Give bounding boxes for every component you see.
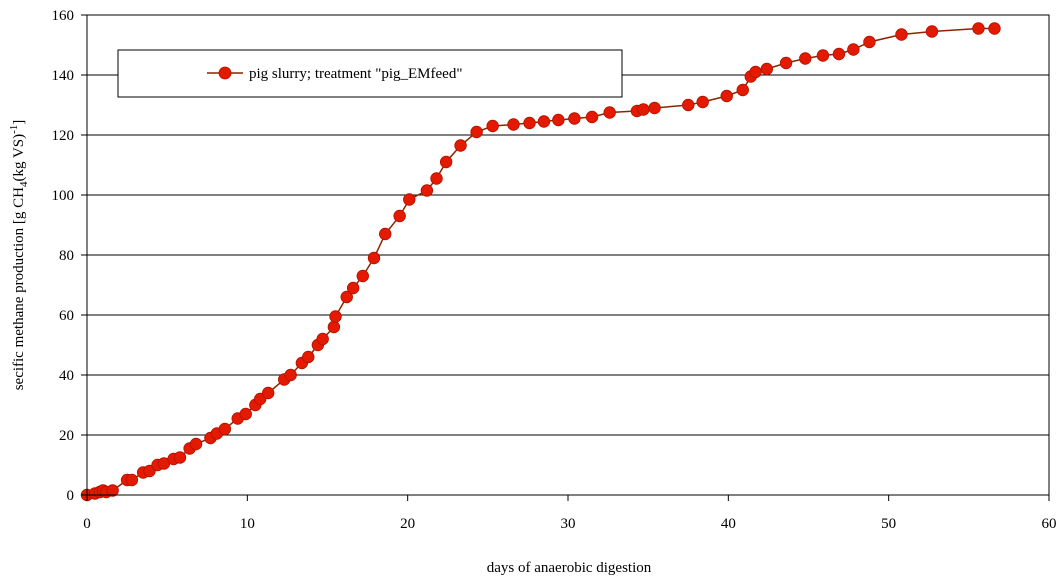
legend-label: pig slurry; treatment "pig_EMfeed" [249, 66, 462, 82]
axes [81, 14, 1050, 501]
y-axis-title-end: ] [11, 120, 27, 125]
data-point [261, 386, 275, 400]
x-tick-label: 50 [881, 516, 896, 532]
data-point [284, 368, 297, 382]
y-tick-label: 120 [52, 128, 75, 144]
data-point [760, 62, 774, 76]
legend: pig slurry; treatment "pig_EMfeed" [117, 49, 623, 98]
y-tick-label: 0 [67, 488, 75, 504]
data-point [832, 47, 846, 61]
data-point [507, 118, 520, 131]
y-axis-title-unit: (kg VS) [11, 134, 27, 182]
data-point [367, 251, 381, 265]
data-point [749, 65, 762, 79]
data-point [682, 98, 695, 112]
y-axis-title-subscript: 4 [18, 181, 30, 187]
x-axis-title: days of anaerobic digestion [487, 560, 652, 576]
y-tick-label: 80 [59, 248, 74, 264]
y-axis-title-superscript: -1 [8, 125, 20, 134]
data-point [696, 95, 709, 109]
x-tick-label: 40 [721, 516, 736, 532]
data-point [603, 106, 616, 119]
data-point [779, 56, 793, 70]
y-tick-label: 100 [52, 188, 75, 204]
data-point [379, 227, 392, 241]
data-point [863, 35, 876, 49]
data-point [173, 451, 187, 464]
data-point [302, 350, 315, 364]
data-point [486, 119, 499, 133]
data-series [80, 22, 1001, 502]
data-point [393, 209, 406, 223]
data-point [439, 155, 453, 169]
y-tick-label: 60 [59, 308, 74, 324]
y-tick-label: 140 [52, 68, 75, 84]
data-point [816, 49, 830, 62]
data-point [189, 437, 203, 451]
data-point [720, 89, 733, 103]
data-point [799, 52, 812, 65]
data-point [239, 407, 252, 421]
data-point [420, 184, 434, 197]
y-tick-label: 160 [52, 8, 75, 24]
data-point [537, 115, 551, 128]
data-point [430, 172, 443, 185]
grid-lines [87, 74, 1049, 436]
x-tick-label: 20 [400, 516, 415, 532]
data-point [585, 110, 599, 124]
data-point [895, 28, 908, 41]
data-point [972, 22, 985, 35]
data-point [106, 484, 119, 497]
data-point [925, 25, 939, 38]
x-tick-label: 0 [83, 516, 91, 532]
data-point [568, 112, 581, 125]
data-point [988, 22, 1001, 35]
data-point [346, 281, 360, 295]
y-axis-title-main: secific methane production [g CH [11, 187, 27, 390]
data-point [470, 125, 483, 139]
x-tick-label: 30 [561, 516, 576, 532]
data-point [454, 139, 467, 152]
data-point [356, 269, 369, 283]
y-tick-label: 20 [59, 428, 74, 444]
data-point [552, 113, 565, 127]
data-point [327, 320, 341, 334]
data-point [218, 422, 232, 436]
data-point [648, 101, 661, 115]
legend-box [117, 49, 623, 98]
data-point [523, 116, 536, 130]
data-point [329, 310, 342, 323]
data-point [403, 193, 416, 206]
legend-marker [218, 66, 232, 80]
data-point [340, 290, 353, 304]
data-point [316, 332, 329, 346]
y-tick-label: 40 [59, 368, 74, 384]
x-tick-label: 10 [240, 516, 255, 532]
data-point [736, 83, 749, 97]
x-tick-label: 60 [1042, 516, 1057, 532]
data-point [847, 43, 860, 56]
tick-labels: 0 20 40 60 80 100 120 140 160 0 10 20 30 40 50 60 [52, 8, 1057, 532]
data-point [125, 473, 139, 487]
y-axis-title: secific methane production [g CH4(kg VS)… [8, 120, 30, 391]
data-point [637, 103, 650, 116]
